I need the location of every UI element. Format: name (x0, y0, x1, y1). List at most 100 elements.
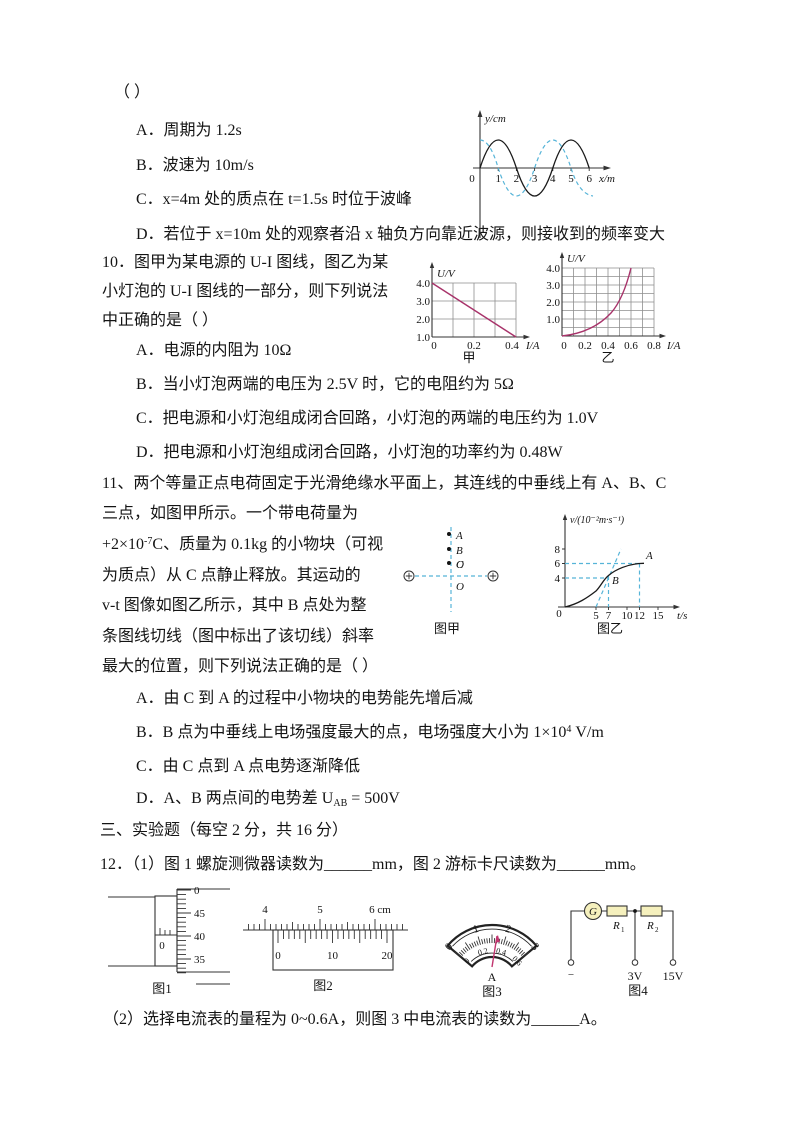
fig3-caption: 图3 (482, 984, 502, 999)
yi-y-arrow (559, 252, 565, 258)
vernier-scale-ticks (277, 930, 388, 943)
figjia-caption: 图甲 (434, 621, 460, 636)
guide-to-point-b (565, 576, 610, 607)
thimble-body-lines (177, 888, 230, 985)
wave-xtick-0: 0 (469, 173, 475, 185)
inner-scale-0: 0 (462, 956, 471, 965)
wave-y-axis-label: y/cm (484, 113, 506, 125)
yi-xtick-1: 0.2 (578, 340, 592, 352)
vt-tick-marks (562, 548, 659, 610)
inner-scale-04: 0.4 (495, 946, 507, 957)
q11-stem-line6: 条图线切线（图中标出了该切线）斜率 (102, 628, 375, 645)
vt-x-label: t/s (677, 610, 687, 622)
jia-caption: 甲 (462, 350, 475, 365)
point-o-label: O (456, 581, 464, 593)
vernier-label-0: 0 (275, 950, 281, 962)
jia-xtick-0: 0 (431, 340, 437, 352)
needle-arrowhead (495, 934, 500, 943)
point-a-dot (447, 532, 451, 536)
point-b-dot (447, 547, 451, 551)
yi-x-label: I/A (666, 340, 681, 352)
q11-optd-subscript: AB (333, 798, 348, 809)
q11-charge-diagram: A B O C O 图甲 (403, 527, 499, 636)
section3-title: 三、实验题（每空 2 分，共 16 分） (100, 822, 349, 839)
figyi-caption: 图乙 (597, 621, 623, 636)
q11-stem3-rest: C、质量为 0.1kg 的小物块（可视 (152, 536, 384, 553)
outer-scale-2: 2 (504, 923, 513, 936)
jia-y-arrow (429, 262, 435, 268)
terminal-15v (669, 959, 677, 966)
vernier-label-20: 20 (382, 950, 394, 962)
point-c-label: O (456, 559, 464, 571)
yi-xtick-4: 0.8 (647, 340, 661, 352)
main-scale-ticks (248, 919, 403, 930)
thimble-label-45: 45 (194, 908, 206, 920)
point-b-label: B (456, 545, 463, 557)
ammeter-body (446, 923, 538, 968)
yi-ytick-1: 3.0 (546, 280, 560, 292)
terminal-negative (567, 959, 575, 966)
vt-xtick-7: 7 (606, 610, 612, 622)
wave-xtick-2: 2 (514, 173, 520, 185)
inner-scale-02: 0.2 (477, 946, 489, 957)
graph-jia: U/V 4.0 3.0 2.0 1.0 0 0.2 0.4 I/A 甲 (416, 262, 540, 365)
vernier-frame (272, 929, 394, 971)
yi-grid (562, 267, 655, 336)
q11-stem3-base: +2×10 (102, 536, 145, 553)
wave-option-b: B．波速为 10m/s (136, 157, 254, 174)
tangent-line (595, 548, 622, 608)
jia-ytick-0: 4.0 (416, 278, 430, 290)
point-c-label2: C (456, 559, 464, 571)
q11-stem-line7: 最大的位置，则下列说法正确的是（ ） (102, 658, 379, 675)
thimble-label-40: 40 (194, 931, 206, 943)
r2-label: R (646, 920, 654, 932)
yi-xtick-2: 0.4 (601, 340, 615, 352)
jia-ytick-3: 1.0 (416, 332, 430, 344)
vt-xtick-15: 15 (653, 610, 665, 622)
yi-ytick-0: 4.0 (546, 263, 560, 275)
q11-optb-superscript: 4 (566, 724, 572, 735)
vt-x-arrow (673, 604, 680, 610)
yi-caption: 乙 (601, 350, 614, 365)
jia-ytick-1: 3.0 (416, 296, 430, 308)
q11-optd-rest: = 500V (347, 790, 400, 807)
main-label-6cm: 6 cm (369, 904, 391, 916)
terminal-3v-label: 3V (628, 969, 643, 983)
yi-xtick-3: 0.6 (624, 340, 638, 352)
q11-optb-base: B．B 点为中垂线上电场强度最大的点，电场强度大小为 1×10 (136, 724, 567, 741)
q11-vt-graph: v/(10⁻²m·s⁻¹) 8 6 4 0 5 7 10 12 15 t/s A… (555, 514, 687, 636)
thimble-tick-marks (177, 889, 191, 974)
ammeter-inner-border-top (452, 928, 532, 947)
left-charge-plus (405, 572, 413, 580)
junction-dot (633, 909, 637, 913)
thimble-label-0: 0 (194, 885, 200, 897)
jia-xtick-1: 0.2 (467, 340, 481, 352)
q10-stem-line3: 中正确的是（ ） (102, 312, 219, 329)
y-axis-arrow (477, 110, 483, 117)
fig2-vernier-caliper: 4 5 6 cm 0 10 20 图2 (243, 904, 408, 993)
yi-ytick-3: 1.0 (546, 314, 560, 326)
vt-point-a-label: A (645, 550, 653, 562)
q11-stem3-superscript: -7 (144, 536, 153, 547)
q10-ui-graphs: U/V 4.0 3.0 2.0 1.0 0 0.2 0.4 I/A 甲 U/V … (416, 252, 681, 365)
terminal-15v-label: 15V (663, 969, 684, 983)
q11-optd-base: D．A、B 两点间的电势差 U (136, 790, 334, 807)
fig4-circuit: G R 1 R 2 − 3V 15V 图4 (567, 901, 684, 998)
yi-xtick-0: 0 (561, 340, 567, 352)
outer-scale-1: 1 (472, 923, 481, 936)
q11-stem-line3: +2×10-7C、质量为 0.1kg 的小物块（可视 (102, 535, 383, 555)
wave-xtick-6: 6 (586, 173, 592, 185)
point-a-label: A (455, 530, 463, 542)
jia-ytick-2: 2.0 (416, 314, 430, 326)
wave-figure: y/cm 0 1 2 3 4 5 6 x/m (469, 110, 615, 238)
vernier-label-10: 10 (327, 950, 339, 962)
q10-option-d: D．把电源和小灯泡组成闭合回路，小灯泡的功率约为 0.48W (136, 444, 563, 461)
yi-x-arrow (659, 333, 666, 339)
vt-ytick-6: 6 (555, 558, 561, 570)
fig3-ammeter: 0 1 2 3 0 0.2 0.4 0.6 A 图3 (443, 923, 542, 999)
q11-option-a: A．由 C 到 A 的过程中小物块的电势能先增后减 (136, 690, 473, 707)
sleeve-scale-ticks (159, 928, 171, 935)
wave-xtick-4: 4 (550, 173, 556, 185)
vt-curve (564, 562, 645, 608)
wave-xtick-1: 1 (495, 173, 501, 185)
